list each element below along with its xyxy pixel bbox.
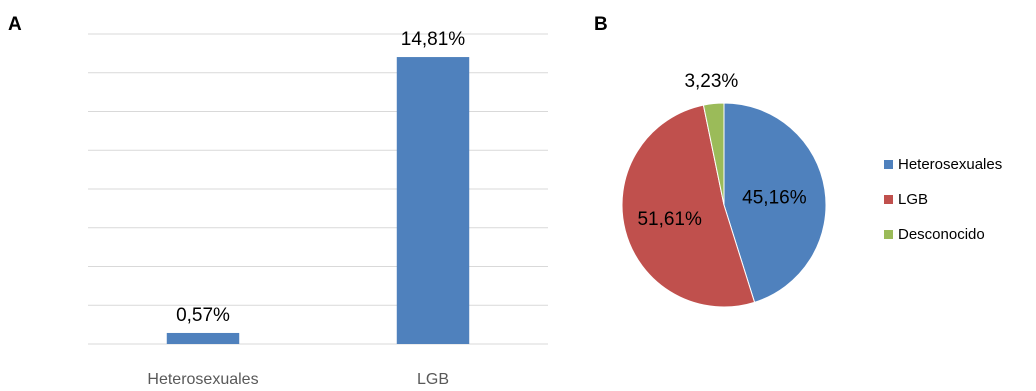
pie-label-desconocido: 3,23% — [684, 71, 738, 92]
panel-a-label: A — [8, 14, 22, 35]
pie-label-lgb: 51,61% — [637, 209, 702, 230]
data-label-lgb: 14,81% — [401, 29, 466, 50]
pie-slice-lgb — [621, 104, 756, 308]
x-tick-label-heterosexuales: Heterosexuales — [147, 371, 258, 388]
legend-swatch-desconocido — [884, 229, 893, 239]
x-tick-label-lgb: LGB — [417, 371, 449, 388]
pie-legend: Heterosexuales LGB Desconocido — [884, 152, 1002, 257]
pie-slice-desconocido — [702, 102, 725, 206]
pie-label-heterosexuales: 45,16% — [742, 187, 807, 208]
legend-item-lgb: LGB — [884, 187, 1002, 211]
legend-label-desconocido: Desconocido — [898, 225, 985, 243]
bar-lgb — [396, 57, 470, 345]
data-label-heterosexuales: 0,57% — [176, 305, 230, 326]
pie-slice-heterosexuales — [723, 102, 827, 303]
legend-swatch-heterosexuales — [884, 159, 893, 169]
panel-b-label: B — [594, 14, 608, 35]
legend-swatch-lgb — [884, 194, 893, 204]
legend-label-lgb: LGB — [898, 190, 929, 208]
bar-heterosexuales — [166, 332, 240, 344]
legend-item-heterosexuales: Heterosexuales — [884, 152, 1002, 176]
legend-label-heterosexuales: Heterosexuales — [898, 155, 1003, 173]
legend-item-desconocido: Desconocido — [884, 222, 1002, 246]
